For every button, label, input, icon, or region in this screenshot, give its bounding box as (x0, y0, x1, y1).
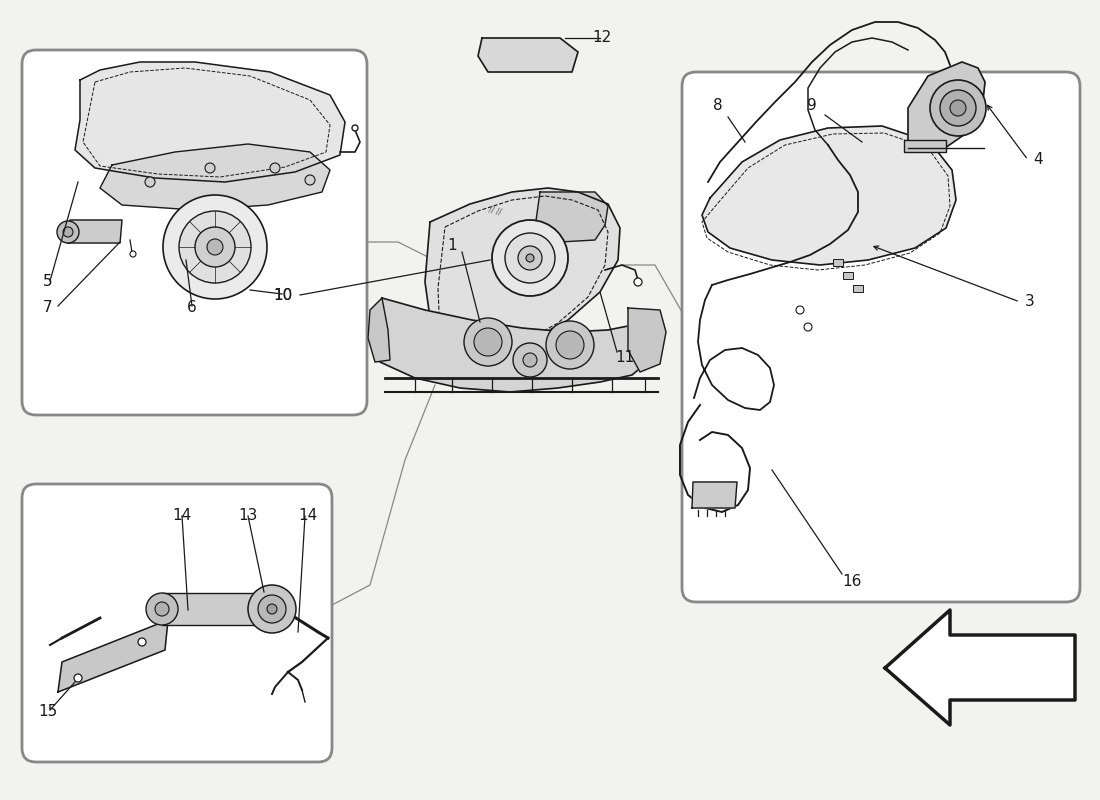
Circle shape (546, 321, 594, 369)
Text: 4: 4 (1033, 153, 1043, 167)
Circle shape (179, 211, 251, 283)
Polygon shape (535, 192, 608, 243)
Circle shape (474, 328, 502, 356)
Text: 14: 14 (173, 507, 191, 522)
Circle shape (63, 227, 73, 237)
Circle shape (796, 306, 804, 314)
Polygon shape (425, 188, 620, 348)
FancyBboxPatch shape (22, 484, 332, 762)
Circle shape (258, 595, 286, 623)
Polygon shape (58, 620, 168, 692)
Polygon shape (375, 298, 654, 392)
Polygon shape (702, 126, 956, 265)
Circle shape (146, 593, 178, 625)
Polygon shape (692, 482, 737, 508)
Bar (162, 593, 270, 625)
Text: 14: 14 (298, 507, 318, 522)
Polygon shape (100, 144, 330, 210)
Text: 10: 10 (274, 287, 293, 302)
Circle shape (505, 233, 556, 283)
Circle shape (270, 163, 280, 173)
Polygon shape (68, 220, 122, 243)
Circle shape (207, 239, 223, 255)
Circle shape (804, 323, 812, 331)
Text: 16: 16 (843, 574, 861, 590)
Circle shape (57, 221, 79, 243)
Text: 11: 11 (615, 350, 635, 366)
Circle shape (205, 163, 214, 173)
Circle shape (526, 254, 534, 262)
Bar (833, 258, 843, 266)
Text: 13: 13 (239, 507, 257, 522)
Text: 12: 12 (593, 30, 612, 46)
Circle shape (74, 674, 82, 682)
Circle shape (305, 175, 315, 185)
Circle shape (267, 604, 277, 614)
Text: 7: 7 (43, 301, 53, 315)
Circle shape (248, 585, 296, 633)
Circle shape (518, 246, 542, 270)
Text: 1: 1 (448, 238, 456, 253)
Circle shape (163, 195, 267, 299)
Text: 8: 8 (713, 98, 723, 113)
Circle shape (492, 220, 568, 296)
Text: 5: 5 (43, 274, 53, 290)
Circle shape (930, 80, 986, 136)
Circle shape (940, 90, 976, 126)
Circle shape (464, 318, 512, 366)
Polygon shape (75, 62, 345, 182)
Text: 9: 9 (807, 98, 817, 113)
Circle shape (130, 251, 136, 257)
Text: 6: 6 (187, 301, 197, 315)
Circle shape (513, 343, 547, 377)
Polygon shape (908, 62, 985, 148)
Bar (843, 271, 852, 278)
Polygon shape (628, 308, 666, 372)
Circle shape (155, 602, 169, 616)
Circle shape (145, 177, 155, 187)
Circle shape (352, 125, 358, 131)
Circle shape (195, 227, 235, 267)
Text: 10: 10 (274, 287, 293, 302)
Circle shape (522, 353, 537, 367)
Circle shape (634, 278, 642, 286)
Bar (852, 285, 864, 291)
Circle shape (556, 331, 584, 359)
Circle shape (138, 638, 146, 646)
Circle shape (950, 100, 966, 116)
Text: 3: 3 (1025, 294, 1035, 310)
Polygon shape (886, 610, 1075, 725)
Text: 15: 15 (39, 705, 57, 719)
FancyBboxPatch shape (682, 72, 1080, 602)
Bar (904, 140, 946, 152)
Text: // //: // // (488, 205, 503, 217)
FancyBboxPatch shape (22, 50, 367, 415)
Polygon shape (368, 298, 390, 362)
Polygon shape (478, 38, 578, 72)
